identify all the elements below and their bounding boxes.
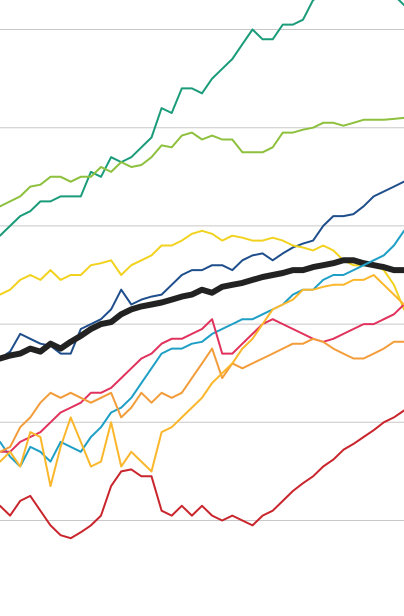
series-line-8 <box>0 337 404 453</box>
gridlines <box>0 29 404 521</box>
series-line-5 <box>0 257 404 362</box>
series-line-3 <box>0 180 404 360</box>
series-line-9 <box>0 274 404 488</box>
series-line-7 <box>0 303 404 453</box>
series-line-2 <box>0 116 404 208</box>
series-line-1 <box>0 0 404 237</box>
series-line-4 <box>0 229 404 311</box>
series-line-6 <box>0 229 404 468</box>
series-line-10 <box>0 409 404 540</box>
series-group <box>0 0 404 540</box>
